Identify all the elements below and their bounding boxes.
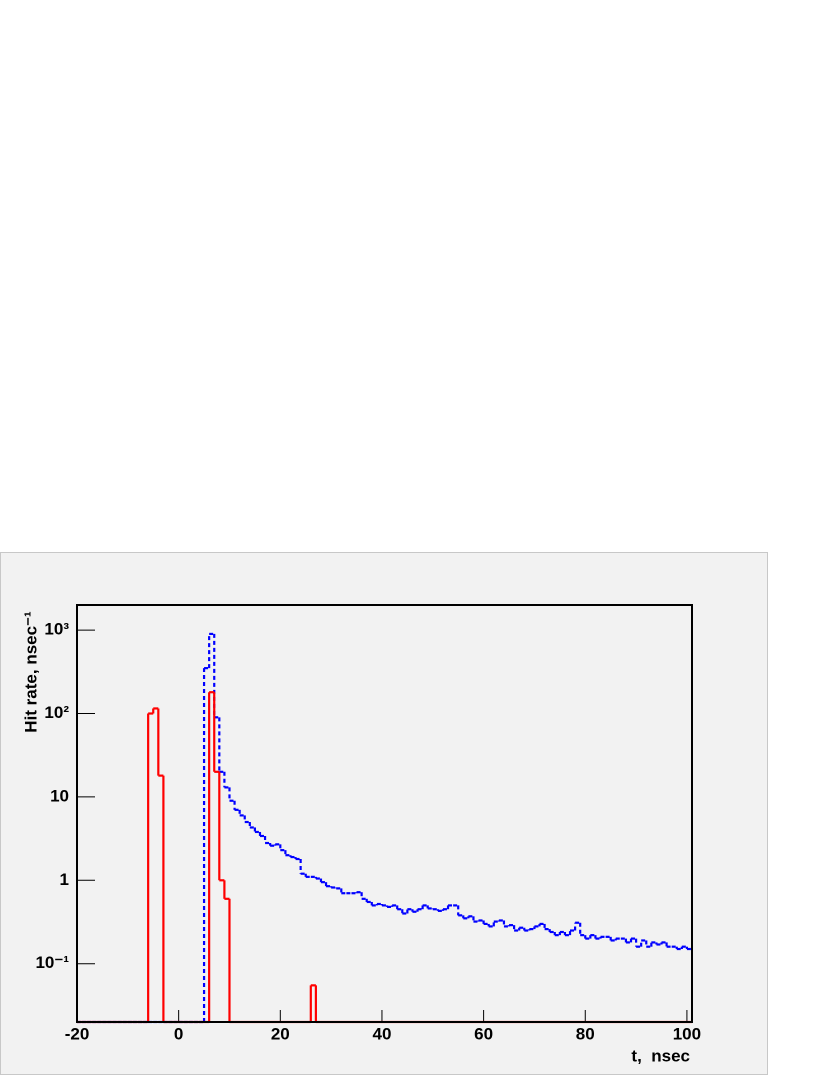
y-axis-title: Hit rate, nsec⁻¹ <box>21 611 40 733</box>
y-tick-label: 1 <box>60 870 69 889</box>
x-tick-label: 40 <box>372 1024 391 1043</box>
x-axis-title: t, nsec <box>631 1046 690 1065</box>
y-tick-label: 10³ <box>44 620 69 639</box>
x-tick-label: 20 <box>271 1024 290 1043</box>
plot-frame <box>76 604 693 1023</box>
y-tick-label: 10⁻¹ <box>35 953 69 972</box>
x-tick-label: 60 <box>474 1024 493 1043</box>
x-tick-label: -20 <box>65 1024 90 1043</box>
x-tick-label: 100 <box>673 1024 701 1043</box>
y-tick-label: 10² <box>44 703 69 722</box>
canvas-panel <box>0 552 768 1075</box>
x-tick-label: 80 <box>576 1024 595 1043</box>
y-tick-label: 10 <box>50 786 69 805</box>
x-tick-label: 0 <box>174 1024 183 1043</box>
